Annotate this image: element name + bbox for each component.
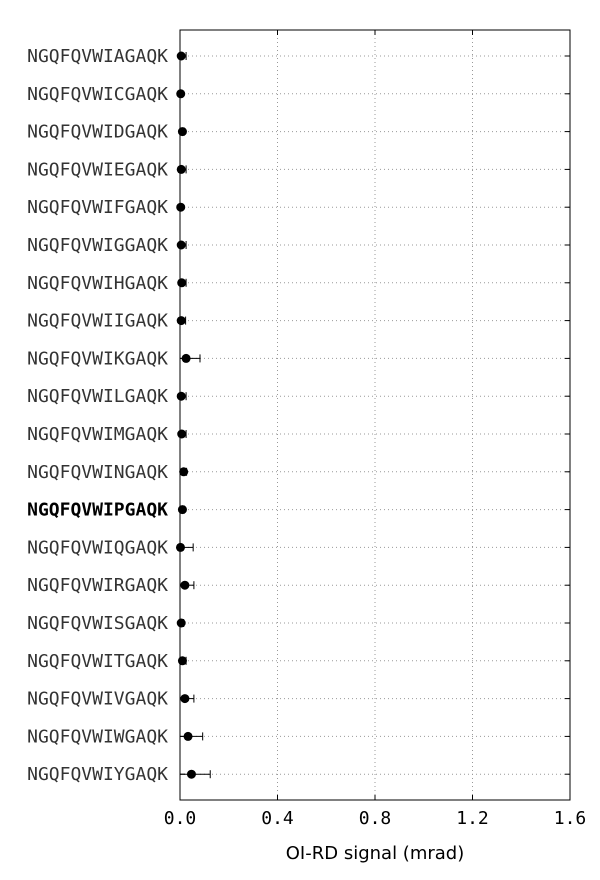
x-tick-label: 0.4 — [261, 808, 294, 829]
category-labels: NGQFQVWIAGAQK NGQFQVWICGAQK NGQFQVWIDGAQK N… — [27, 46, 168, 785]
data-point — [181, 353, 191, 363]
x-tick-label: 1.2 — [456, 808, 489, 829]
data-point — [176, 202, 186, 212]
x-tick-label: 0.0 — [164, 808, 197, 829]
error-bars — [180, 52, 211, 779]
category-label: NGQFQVWIDGAQK — [27, 122, 168, 143]
data-point — [177, 505, 187, 515]
data-point — [186, 769, 196, 779]
category-label: NGQFQVWINGAQK — [27, 462, 168, 483]
category-label: NGQFQVWIPGAQK — [27, 500, 168, 521]
category-label: NGQFQVWIIGAQK — [27, 311, 168, 332]
data-point — [176, 391, 186, 401]
category-label: NGQFQVWIWGAQK — [27, 726, 168, 747]
category-label: NGQFQVWISGAQK — [27, 613, 168, 634]
data-point — [179, 467, 189, 477]
data-point — [176, 240, 186, 250]
x-tick-label: 1.6 — [554, 808, 587, 829]
data-point — [177, 656, 187, 666]
category-label: NGQFQVWIYGAQK — [27, 764, 168, 785]
data-point — [183, 731, 193, 741]
category-label: NGQFQVWITGAQK — [27, 651, 168, 672]
data-point — [176, 164, 186, 174]
data-point — [176, 89, 186, 99]
data-point — [176, 618, 186, 628]
data-point — [177, 278, 187, 288]
x-tick-label: 0.8 — [359, 808, 392, 829]
category-label: NGQFQVWIEGAQK — [27, 159, 168, 180]
category-label: NGQFQVWIRGAQK — [27, 575, 168, 596]
data-point — [180, 580, 190, 590]
category-label: NGQFQVWIQGAQK — [27, 537, 168, 558]
grid-lines — [179, 30, 571, 800]
data-point — [177, 429, 187, 439]
category-label: NGQFQVWIKGAQK — [27, 348, 168, 369]
category-label: NGQFQVWIHGAQK — [27, 273, 168, 294]
category-label: NGQFQVWIMGAQK — [27, 424, 168, 445]
category-label: NGQFQVWICGAQK — [27, 84, 168, 105]
category-label: NGQFQVWIGGAQK — [27, 235, 168, 256]
plot-frame — [179, 29, 571, 801]
x-axis-title: OI-RD signal (mrad) — [286, 843, 464, 864]
category-label: NGQFQVWILGAQK — [27, 386, 168, 407]
data-point — [176, 316, 186, 326]
data-point — [176, 51, 186, 61]
data-point — [180, 694, 190, 704]
data-point — [177, 127, 187, 137]
category-label: NGQFQVWIAGAQK — [27, 46, 168, 67]
data-points — [175, 51, 196, 779]
category-label: NGQFQVWIFGAQK — [27, 197, 168, 218]
category-label: NGQFQVWIVGAQK — [27, 689, 168, 710]
x-tick-labels: 0.0 0.4 0.8 1.2 1.6 — [164, 808, 587, 829]
